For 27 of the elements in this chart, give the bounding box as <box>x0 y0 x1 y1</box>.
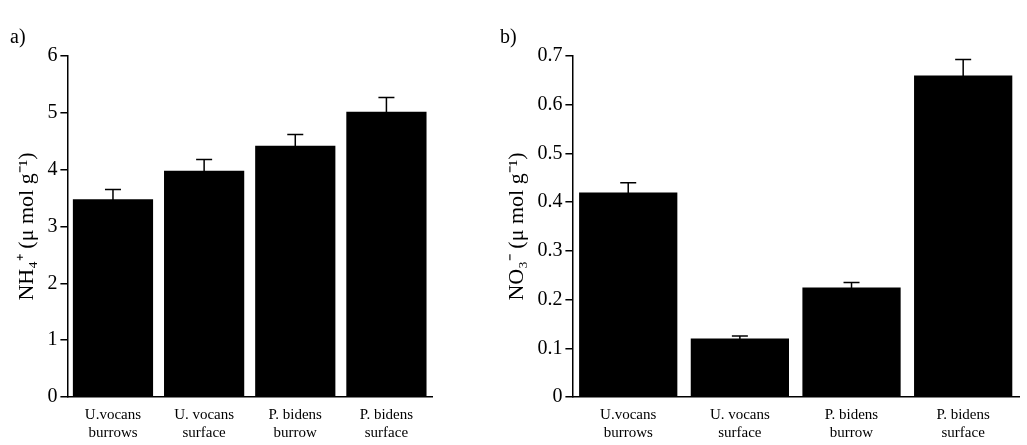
y-tick-label: 1 <box>47 327 58 350</box>
y-tick-label: 0.1 <box>537 335 563 358</box>
chart-title: b) <box>500 25 517 49</box>
y-axis-title: NO₃⁻ (μ mol g⁻¹) <box>502 152 528 301</box>
y-tick-label: 0.5 <box>537 140 563 163</box>
y-tick-label: 0 <box>552 384 563 407</box>
y-tick-label: 2 <box>47 270 58 293</box>
y-tick-label: 6 <box>47 43 58 66</box>
y-axis-title: NH₄⁺ (μ mol g⁻¹) <box>12 152 38 301</box>
chart-title: a) <box>10 25 26 49</box>
y-tick-label: 0.7 <box>537 43 563 66</box>
y-tick-label: 4 <box>47 156 58 179</box>
y-tick-label: 0.3 <box>537 238 563 261</box>
y-tick-label: 0.6 <box>537 91 563 114</box>
x-tick-label: P. bidens surface <box>359 405 414 440</box>
y-tick-label: 0.4 <box>537 189 563 212</box>
x-tick-label: P. bidens burrow <box>824 405 879 440</box>
x-tick-label: P. bidens surface <box>936 405 991 440</box>
x-tick-label: U. vocans surface <box>174 405 235 440</box>
y-tick-label: 0 <box>47 384 58 407</box>
y-tick-label: 0.2 <box>537 286 563 309</box>
y-tick-label: 5 <box>47 100 58 123</box>
x-tick-label: P. bidens burrow <box>268 405 323 440</box>
x-tick-label: U.vocans burrows <box>84 405 142 440</box>
x-tick-label: U.vocans burrows <box>600 405 657 440</box>
y-tick-label: 3 <box>47 213 58 236</box>
x-tick-label: U. vocans surface <box>709 405 771 440</box>
